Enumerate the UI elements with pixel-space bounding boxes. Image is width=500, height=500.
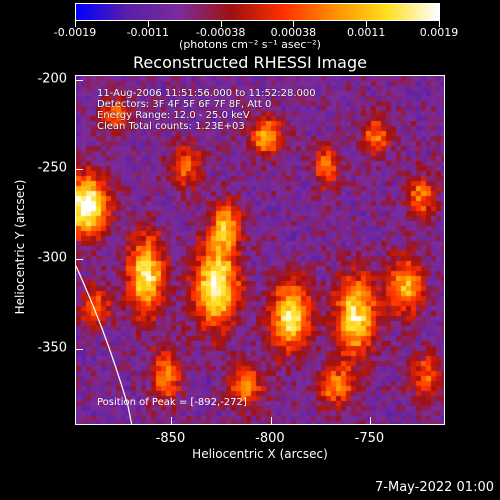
colorbar-units: (photons cm⁻² s⁻¹ asec⁻²) [179, 38, 321, 51]
y-tick [76, 169, 83, 171]
colorbar-tick [220, 21, 222, 27]
colorbar-tick-label: -0.00038 [195, 26, 246, 39]
y-tick [76, 79, 83, 81]
colorbar-tick [366, 21, 368, 27]
colorbar-tick-label: -0.0019 [53, 26, 97, 39]
info-energy: Energy Range: 12.0 - 25.0 keV [97, 110, 250, 121]
y-axis-label: Heliocentric Y (arcsec) [13, 179, 27, 315]
colorbar-tick [147, 21, 149, 27]
x-tick-label: -750 [354, 431, 385, 446]
colorbar-tick-label: 0.00038 [270, 26, 317, 39]
colorbar-tick-label: 0.0011 [346, 26, 386, 39]
y-tick-label: -350 [37, 340, 67, 356]
colorbar-tick-label: -0.0011 [126, 26, 170, 39]
y-tick-label: -250 [37, 160, 67, 176]
colorbar-labels: -0.0019 -0.0011 -0.00038 0.00038 0.0011 0.001… [54, 0, 458, 40]
info-detectors: Detectors: 3F 4F 5F 6F 7F 8F, Att 0 [97, 99, 272, 110]
colorbar-tick-label: 0.0019 [419, 26, 459, 39]
y-tick-label: -300 [37, 250, 67, 266]
image-plot-area: 11-Aug-2006 11:51:56.000 to 11:52:28.000… [75, 75, 445, 425]
peak-position: Position of Peak = [-892,-272] [97, 397, 247, 408]
colorbar-tick [293, 21, 295, 27]
plot-title: Reconstructed RHESSI Image [133, 53, 367, 72]
reconstructed-image [76, 76, 444, 424]
colorbar-tick [75, 21, 76, 27]
colorbar [75, 3, 440, 21]
info-time: 11-Aug-2006 11:51:56.000 to 11:52:28.000 [97, 88, 316, 99]
colorbar-tick [439, 21, 440, 27]
timestamp: 7-May-2022 01:00 [375, 480, 494, 495]
x-tick [171, 417, 173, 424]
y-tick [76, 259, 83, 261]
solar-limb-line [76, 265, 133, 424]
info-clean: Clean Total counts: 1.23E+03 [97, 121, 245, 132]
colorbar-ticks [75, 21, 440, 29]
y-tick [76, 348, 83, 350]
x-tick-label: -850 [155, 431, 186, 446]
x-tick [370, 417, 372, 424]
x-tick [270, 417, 272, 424]
y-tick-label: -200 [37, 71, 67, 87]
x-tick-label: -800 [255, 431, 285, 446]
x-axis-label: Heliocentric X (arcsec) [192, 447, 328, 461]
